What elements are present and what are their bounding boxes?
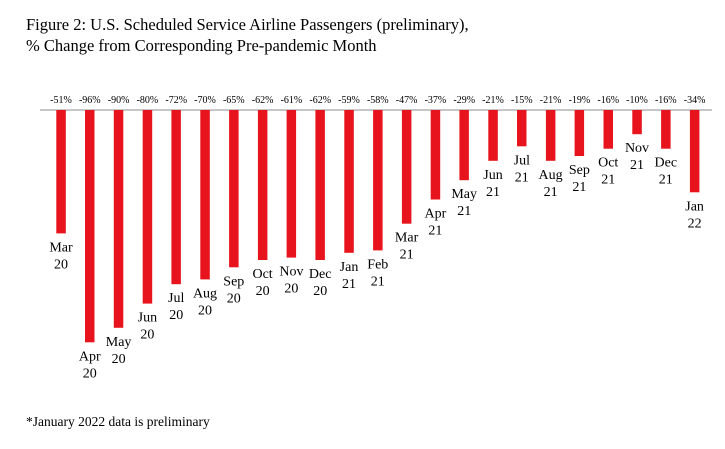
category-label: Jan 21 [340, 260, 359, 292]
data-label: -62% [309, 95, 331, 106]
data-label: -34% [684, 95, 706, 106]
bar [142, 110, 153, 304]
category-label: Mar 20 [49, 240, 73, 272]
category-label: Sep 21 [569, 163, 590, 195]
data-label: -19% [569, 95, 591, 106]
category-label: Nov 20 [279, 265, 303, 297]
data-label: -37% [425, 95, 447, 106]
bar [517, 110, 527, 147]
data-label: -90% [108, 95, 130, 106]
bar [401, 110, 412, 224]
bar [56, 110, 66, 234]
data-label: -15% [511, 95, 533, 106]
data-label: -21% [482, 95, 504, 106]
bar [200, 110, 210, 280]
data-label: -70% [194, 95, 216, 106]
data-label: -51% [50, 95, 72, 106]
category-label: Jun 20 [138, 311, 157, 343]
data-label: -16% [597, 95, 619, 106]
bar [229, 110, 239, 268]
category-label: Feb 21 [367, 257, 388, 289]
category-label: Apr 21 [425, 207, 447, 239]
data-label: -96% [79, 95, 101, 106]
data-label: -61% [281, 95, 303, 106]
category-label: Apr 20 [79, 349, 101, 381]
bar [257, 110, 268, 260]
data-label: -80% [137, 95, 159, 106]
bar [574, 110, 585, 156]
category-label: Jun 21 [483, 168, 502, 200]
category-label: Dec 20 [309, 267, 332, 299]
data-label: -10% [626, 95, 648, 106]
chart-title-line-2: % Change from Corresponding Pre-pandemic… [26, 36, 377, 55]
chart-title-line-1: Figure 2: U.S. Scheduled Service Airline… [26, 15, 469, 34]
footnote: *January 2022 data is preliminary [26, 414, 210, 429]
category-label: May 21 [451, 187, 477, 219]
bar [459, 110, 469, 181]
bar [603, 110, 613, 149]
bar [689, 110, 700, 193]
data-label: -47% [396, 95, 418, 106]
category-label: Sep 20 [223, 274, 244, 306]
category-label: Aug 21 [539, 168, 563, 200]
data-label: -62% [252, 95, 274, 106]
bar [286, 110, 297, 258]
bar [488, 110, 498, 161]
bar [661, 110, 671, 149]
bar [632, 110, 642, 135]
bar [315, 110, 325, 260]
category-label: May 20 [106, 335, 132, 367]
data-label: -59% [338, 95, 360, 106]
bar [85, 110, 95, 343]
data-label: -72% [165, 95, 187, 106]
data-label: -65% [223, 95, 245, 106]
category-label: Dec 21 [655, 156, 678, 188]
bar [430, 110, 441, 200]
bar [344, 110, 354, 253]
category-label: Jul 21 [514, 153, 530, 185]
bar [373, 110, 383, 251]
data-label: -58% [367, 95, 389, 106]
category-label: Oct 20 [252, 267, 272, 299]
data-label: -29% [453, 95, 475, 106]
data-label: -16% [655, 95, 677, 106]
bar [171, 110, 181, 285]
category-label: Nov 21 [625, 141, 649, 173]
category-label: Oct 21 [598, 156, 618, 188]
category-label: Jul 20 [168, 291, 184, 323]
chart-title: Figure 2: U.S. Scheduled Service Airline… [26, 14, 469, 56]
data-label: -21% [540, 95, 562, 106]
category-label: Aug 20 [193, 286, 217, 318]
bar [545, 110, 556, 161]
category-label: Jan 22 [685, 199, 704, 231]
category-label: Mar 21 [395, 231, 419, 263]
bar [113, 110, 124, 328]
